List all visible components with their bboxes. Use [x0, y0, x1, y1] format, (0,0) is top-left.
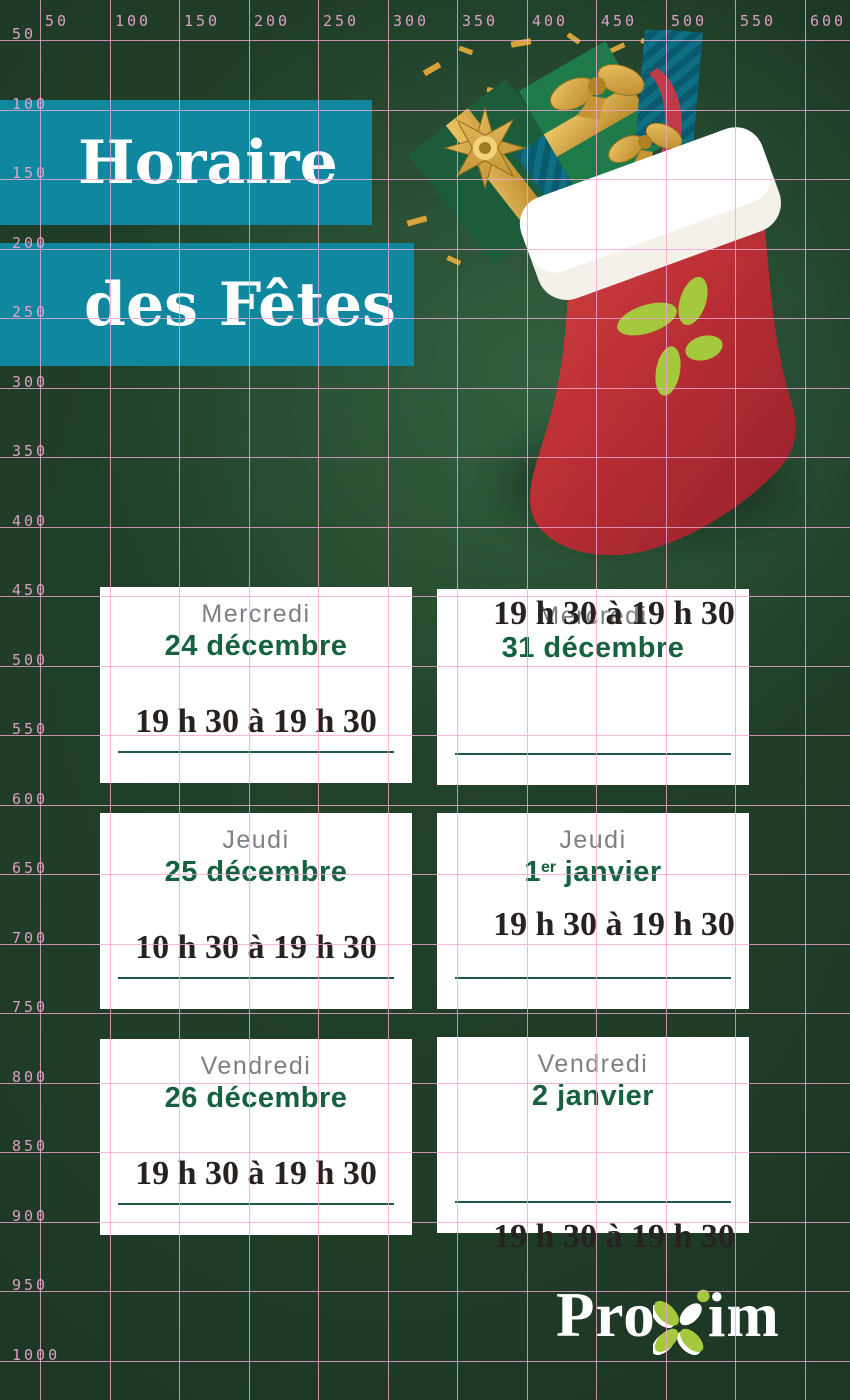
- proxim-logo: Pro im: [556, 1284, 780, 1360]
- card-day-label: Mercredi: [201, 600, 311, 628]
- card-hours-label: 19 h 30 à 19 h 30: [135, 1155, 377, 1192]
- grid-x-label: 50: [45, 12, 70, 30]
- card-underline: [455, 977, 731, 979]
- grid-hline: [0, 1013, 850, 1014]
- date-text: 31 décembre: [501, 632, 685, 664]
- grid-y-label: 650: [12, 859, 49, 877]
- date-text-rest: janvier: [556, 856, 662, 888]
- gold-bow-icon: [608, 122, 683, 170]
- grid-y-label: 450: [12, 581, 49, 599]
- card-underline: [118, 751, 394, 753]
- grid-x-label: 100: [115, 12, 152, 30]
- grid-y-label: 700: [12, 929, 49, 947]
- grid-y-label: 900: [12, 1207, 49, 1225]
- grid-hline: [0, 1361, 850, 1362]
- grid-y-label: 1000: [12, 1346, 61, 1364]
- card-hours-label: 19 h 30 à 19 h 30: [493, 906, 735, 943]
- card-date-label: 25 décembre: [100, 856, 412, 889]
- grid-y-label: 800: [12, 1068, 49, 1086]
- schedule-card-24-dec: Mercredi 24 décembre 19 h 30 à 19 h 30: [100, 587, 412, 783]
- stocking-flower-icon: [617, 276, 723, 396]
- grid-y-label: 750: [12, 998, 49, 1016]
- schedule-card-1-jan: Jeudi 1er janvier 19 h 30 à 19 h 30: [437, 813, 749, 1009]
- grid-x-label: 350: [462, 12, 499, 30]
- card-day-label: Vendredi: [537, 1050, 649, 1078]
- schedule-card-25-dec: Jeudi 25 décembre 10 h 30 à 19 h 30: [100, 813, 412, 1009]
- card-date-label: 1er janvier: [437, 856, 749, 889]
- grid-x-label: 200: [254, 12, 291, 30]
- date-text: 1: [524, 856, 541, 888]
- grid-x-label: 300: [393, 12, 430, 30]
- grid-y-label: 350: [12, 442, 49, 460]
- card-date-label: 2 janvier: [437, 1080, 749, 1113]
- date-ordinal-suffix: er: [540, 859, 557, 876]
- card-hours-label: 19 h 30 à 19 h 30: [493, 595, 735, 632]
- card-hours-label: 19 h 30 à 19 h 30: [135, 703, 377, 740]
- grid-y-label: 50: [12, 25, 37, 43]
- grid-y-label: 400: [12, 512, 49, 530]
- title-banner-bottom: des Fêtes: [0, 243, 414, 366]
- card-date-label: 24 décembre: [100, 630, 412, 663]
- gold-bow-icon: [549, 63, 645, 120]
- schedule-card-2-jan: Vendredi 2 janvier 19 h 30 à 19 h 30: [437, 1037, 749, 1255]
- card-hours-label: 19 h 30 à 19 h 30: [493, 1218, 735, 1255]
- logo-text-pro: Pro: [556, 1280, 656, 1350]
- logo-text-im: im: [707, 1280, 780, 1350]
- title-banner-top: Horaire: [0, 100, 372, 225]
- schedule-card-31-dec: Mercredi 31 décembre 19 h 30 à 19 h 30: [437, 589, 749, 785]
- grid-y-label: 500: [12, 651, 49, 669]
- schedule-card-26-dec: Vendredi 26 décembre 19 h 30 à 19 h 30: [100, 1039, 412, 1235]
- card-date-label: 31 décembre: [437, 632, 749, 665]
- card-date-label: 26 décembre: [100, 1082, 412, 1115]
- card-underline: [118, 977, 394, 979]
- grid-x-label: 500: [671, 12, 708, 30]
- card-underline: [455, 1201, 731, 1203]
- date-text: 25 décembre: [164, 856, 348, 888]
- card-day-label: Vendredi: [200, 1052, 312, 1080]
- card-hours-label: 10 h 30 à 19 h 30: [135, 929, 377, 966]
- christmas-stocking-illustration: [406, 30, 796, 556]
- grid-y-label: 550: [12, 720, 49, 738]
- card-underline: [118, 1203, 394, 1205]
- date-text: 2 janvier: [531, 1080, 655, 1112]
- proxim-flower-x-icon: [652, 1289, 710, 1356]
- grid-x-label: 400: [532, 12, 569, 30]
- poster-title-line1: Horaire: [78, 127, 338, 198]
- card-day-label: Jeudi: [559, 826, 627, 854]
- card-day-label: Mercredi: [538, 602, 648, 630]
- grid-y-label: 950: [12, 1276, 49, 1294]
- grid-y-label: 850: [12, 1137, 49, 1155]
- grid-y-label: 300: [12, 373, 49, 391]
- poster-title-line2: des Fêtes: [84, 269, 396, 340]
- date-text: 26 décembre: [164, 1082, 348, 1114]
- grid-x-label: 250: [323, 12, 360, 30]
- card-underline: [455, 753, 731, 755]
- grid-y-label: 600: [12, 790, 49, 808]
- stocking-cuff: [519, 127, 781, 300]
- grid-x-label: 450: [601, 12, 638, 30]
- grid-x-label: 550: [740, 12, 777, 30]
- date-text: 24 décembre: [164, 630, 348, 662]
- grid-x-label: 600: [810, 12, 847, 30]
- gold-star-bow-icon: [443, 106, 527, 190]
- grid-hline: [0, 805, 850, 806]
- grid-x-label: 150: [184, 12, 221, 30]
- card-day-label: Jeudi: [222, 826, 290, 854]
